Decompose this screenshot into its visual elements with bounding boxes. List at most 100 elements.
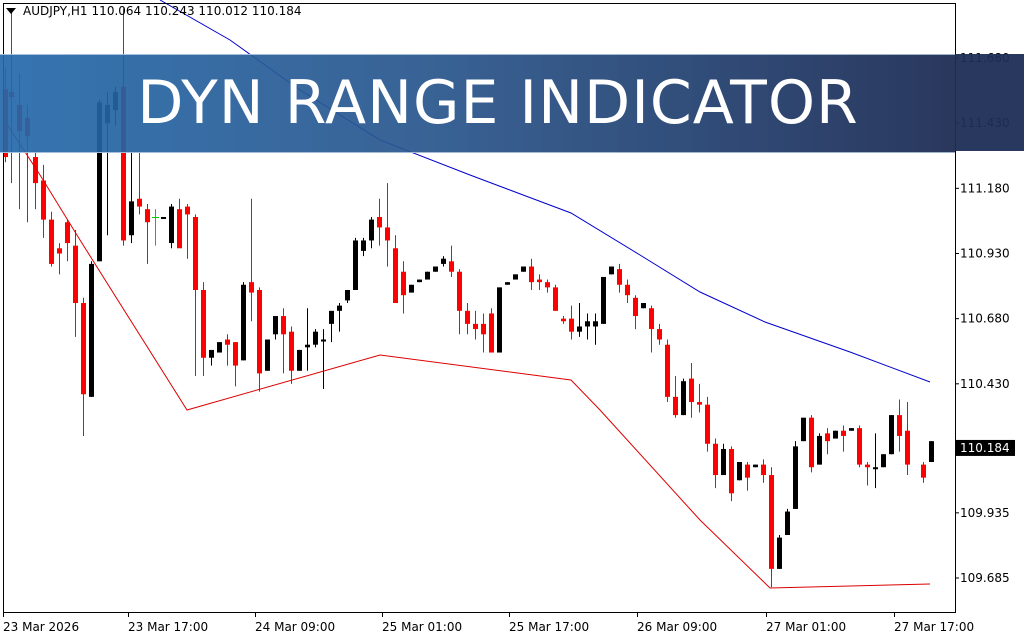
candle (681, 378, 686, 416)
candle (777, 534, 782, 569)
candle (489, 308, 494, 353)
dyn-range-lower-line (2, 117, 931, 589)
candle (129, 151, 134, 244)
time-tick-label: 23 Mar 2026 (3, 620, 79, 634)
candle (737, 462, 742, 481)
candle (297, 349, 302, 371)
candle (257, 287, 262, 392)
candle (145, 203, 150, 264)
price-tick-label: 109.685 (960, 571, 1010, 585)
candle (617, 263, 622, 293)
symbol-header: AUDJPY,H1 110.064 110.243 110.012 110.18… (6, 4, 301, 18)
candle (193, 214, 198, 376)
candle (745, 462, 750, 491)
candle (537, 274, 542, 290)
candle (817, 433, 822, 465)
axes (3, 3, 956, 613)
candle (881, 454, 886, 468)
time-axis[interactable]: 23 Mar 2026 23 Mar 17:00 24 Mar 09:00 25 Ma… (3, 613, 974, 634)
candle (265, 339, 270, 371)
candle (577, 303, 582, 337)
candle (553, 284, 558, 311)
candle (889, 415, 894, 455)
candle (321, 329, 326, 390)
candle (841, 425, 846, 452)
candle (905, 402, 910, 476)
candle (697, 383, 702, 413)
candle (785, 508, 790, 535)
candle (545, 279, 550, 293)
candle (633, 295, 638, 330)
time-tick-label: 27 Mar 17:00 (894, 620, 974, 634)
candle (241, 282, 246, 361)
candle (673, 375, 678, 418)
candle (449, 245, 454, 277)
candle (313, 329, 318, 348)
candle (521, 266, 526, 272)
candle (345, 289, 350, 304)
candle (921, 462, 926, 483)
time-tick-label: 25 Mar 01:00 (382, 620, 462, 634)
candle (233, 342, 238, 387)
time-tick-label: 24 Mar 09:00 (255, 620, 335, 634)
candle (41, 164, 46, 238)
candle (457, 269, 462, 335)
candle (177, 198, 182, 249)
candle (825, 428, 830, 455)
candle (865, 462, 870, 486)
candle (809, 415, 814, 473)
title-banner (0, 54, 955, 153)
candle (401, 261, 406, 314)
candle (873, 433, 878, 489)
candle (857, 425, 862, 468)
candle (425, 271, 430, 280)
symbol-timeframe: AUDJPY,H1 (23, 4, 88, 18)
candle (281, 308, 286, 374)
candle (641, 303, 646, 309)
candle (601, 276, 606, 324)
candle (81, 297, 86, 436)
candle (137, 151, 142, 215)
candle (225, 334, 230, 366)
ohlc-values: 110.064 110.243 110.012 110.184 (91, 4, 302, 18)
banner-title: DYN RANGE INDICATOR (137, 67, 859, 138)
price-tick-label: 110.680 (960, 312, 1010, 326)
candle (609, 266, 614, 275)
candle (57, 243, 62, 275)
candle (185, 203, 190, 259)
candle (201, 282, 206, 376)
candle (897, 399, 902, 452)
candle (505, 282, 510, 285)
candle (513, 274, 518, 280)
candle (529, 258, 534, 290)
candle (33, 151, 38, 210)
candle (89, 261, 94, 397)
time-tick-label: 23 Mar 17:00 (128, 620, 208, 634)
candle (593, 313, 598, 345)
candle (353, 237, 358, 290)
dropdown-triangle-icon[interactable] (6, 8, 16, 14)
candle (417, 279, 422, 283)
candle (441, 256, 446, 267)
candle (729, 446, 734, 502)
candle (49, 211, 54, 267)
candle (465, 303, 470, 335)
candle (657, 323, 662, 345)
candle (161, 216, 166, 219)
candle (369, 216, 374, 249)
time-tick-label: 26 Mar 09:00 (637, 620, 717, 634)
candle (793, 441, 798, 509)
candle (689, 362, 694, 418)
candle (625, 279, 630, 304)
candle (337, 303, 342, 332)
candle (385, 183, 390, 267)
candle (769, 467, 774, 588)
time-tick-label: 25 Mar 17:00 (509, 620, 589, 634)
candle (361, 237, 366, 257)
last-price-label: 110.184 (960, 441, 1010, 455)
candle (217, 342, 222, 353)
candle (273, 316, 278, 340)
candle (753, 464, 758, 468)
candle (801, 417, 806, 442)
candle (649, 305, 654, 353)
